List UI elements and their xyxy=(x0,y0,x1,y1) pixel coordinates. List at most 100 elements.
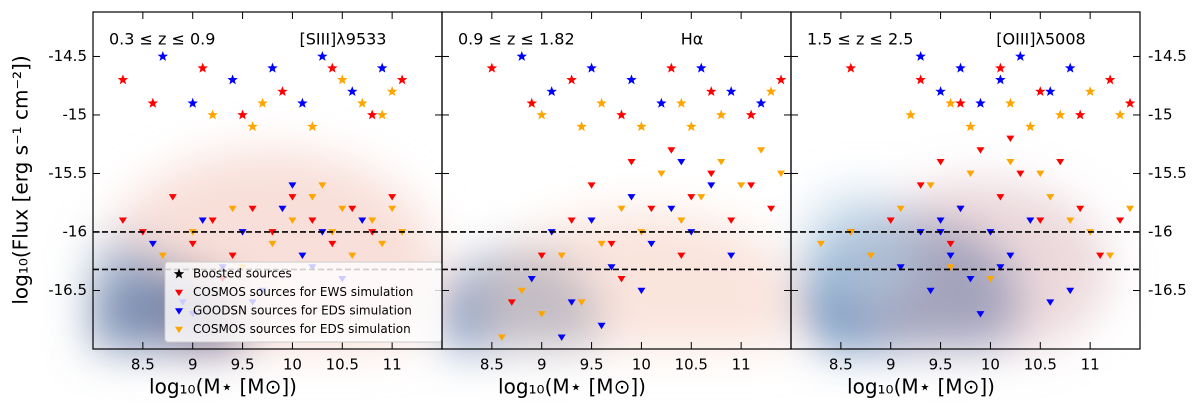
triangle-point xyxy=(148,240,157,248)
triangle-point xyxy=(1116,217,1125,224)
triangle-point xyxy=(497,334,506,341)
triangle-point xyxy=(388,205,397,213)
star-point xyxy=(357,97,368,108)
y-tick-label: -16 xyxy=(63,222,88,240)
star-point xyxy=(975,97,986,108)
triangle-point xyxy=(747,182,756,189)
triangle-point xyxy=(1036,170,1045,178)
star-point xyxy=(1064,62,1076,73)
triangle-point xyxy=(288,182,297,189)
star-point xyxy=(486,62,498,73)
star-point xyxy=(157,50,169,61)
star-point xyxy=(117,74,129,85)
star-point xyxy=(327,62,338,73)
panel xyxy=(816,50,1136,318)
star-point xyxy=(1104,74,1116,85)
y-tick-label: -16 xyxy=(1148,222,1173,240)
triangle-point xyxy=(378,240,387,248)
star-point xyxy=(307,121,318,132)
triangle-point xyxy=(158,252,167,259)
star-point xyxy=(536,109,547,120)
y-tick-label: -15 xyxy=(1148,105,1173,123)
triangle-point xyxy=(1106,252,1115,259)
triangle-point xyxy=(308,217,317,224)
legend-marker xyxy=(175,326,183,334)
triangle-point xyxy=(527,275,536,283)
y-tick-label: -15.5 xyxy=(48,164,87,182)
x-axis-label: log₁₀(M⋆ [M⊙]) xyxy=(149,375,297,399)
y-axis-label: log₁₀(Flux [erg s⁻¹ cm⁻²]) xyxy=(9,55,33,304)
triangle-point xyxy=(268,240,277,248)
triangle-point xyxy=(557,252,566,259)
y-tick-label: -16.5 xyxy=(48,281,87,299)
star-point xyxy=(257,97,268,108)
star-point xyxy=(376,62,388,73)
star-point xyxy=(376,109,388,120)
star-point xyxy=(1035,86,1046,97)
x-tick-label: 8.5 xyxy=(480,356,504,374)
star-point xyxy=(666,62,677,73)
triangle-point xyxy=(288,194,297,201)
star-point xyxy=(945,97,956,108)
redshift-range: 0.9 ≤ z ≤ 1.82 xyxy=(458,30,575,49)
triangle-point xyxy=(248,205,257,213)
triangle-point xyxy=(757,147,766,154)
triangle-point xyxy=(946,252,955,259)
star-point xyxy=(1025,121,1036,132)
x-tick-label: 8.5 xyxy=(131,356,155,374)
y-tick-label: -16.5 xyxy=(1148,281,1187,299)
y-tick-label: -14.5 xyxy=(1148,47,1187,65)
x-tick-label: 9.5 xyxy=(231,356,255,374)
triangle-point xyxy=(976,311,985,318)
triangle-point xyxy=(228,252,237,259)
triangle-point xyxy=(557,334,566,341)
triangle-point xyxy=(118,217,127,224)
triangle-point xyxy=(1006,158,1015,166)
triangle-point xyxy=(1066,217,1075,224)
x-tick-label: 9 xyxy=(188,356,198,374)
triangle-point xyxy=(208,217,217,224)
x-tick-label: 8.5 xyxy=(829,356,853,374)
star-point xyxy=(247,121,258,132)
star-point xyxy=(267,62,278,73)
triangle-point xyxy=(667,205,676,213)
triangle-point xyxy=(996,194,1005,201)
triangle-point xyxy=(587,217,596,224)
triangle-point xyxy=(268,229,277,236)
triangle-point xyxy=(627,194,636,201)
emission-line: Hα xyxy=(681,30,704,49)
triangle-point xyxy=(916,182,925,189)
star-point xyxy=(576,121,587,132)
star-point xyxy=(337,74,348,85)
star-point xyxy=(396,74,408,85)
triangle-point xyxy=(707,170,716,178)
triangle-point xyxy=(567,299,576,306)
triangle-point xyxy=(767,205,776,213)
triangle-point xyxy=(976,147,985,154)
star-point xyxy=(1015,50,1026,61)
triangle-point xyxy=(188,240,197,248)
emission-line: [OIII]λ5008 xyxy=(996,30,1085,49)
triangle-point xyxy=(677,217,686,224)
triangle-point xyxy=(896,264,905,271)
triangle-point xyxy=(1126,205,1135,213)
triangle-point xyxy=(338,205,347,213)
x-tick-label: 11 xyxy=(1081,356,1100,374)
star-point xyxy=(656,97,667,108)
triangle-point xyxy=(986,275,995,283)
triangle-point xyxy=(517,287,526,295)
triangle-point xyxy=(667,147,676,154)
triangle-point xyxy=(737,182,746,189)
x-tick-label: 10.5 xyxy=(326,356,359,374)
triangle-point xyxy=(637,287,646,295)
triangle-point xyxy=(228,205,237,213)
star-point xyxy=(765,86,777,97)
x-tick-label: 9.5 xyxy=(929,356,953,374)
triangle-point xyxy=(816,240,825,248)
star-point xyxy=(706,86,717,97)
triangle-point xyxy=(358,217,367,224)
x-tick-label: 10.5 xyxy=(1024,356,1057,374)
triangle-point xyxy=(1046,299,1055,306)
triangle-point xyxy=(727,252,736,259)
